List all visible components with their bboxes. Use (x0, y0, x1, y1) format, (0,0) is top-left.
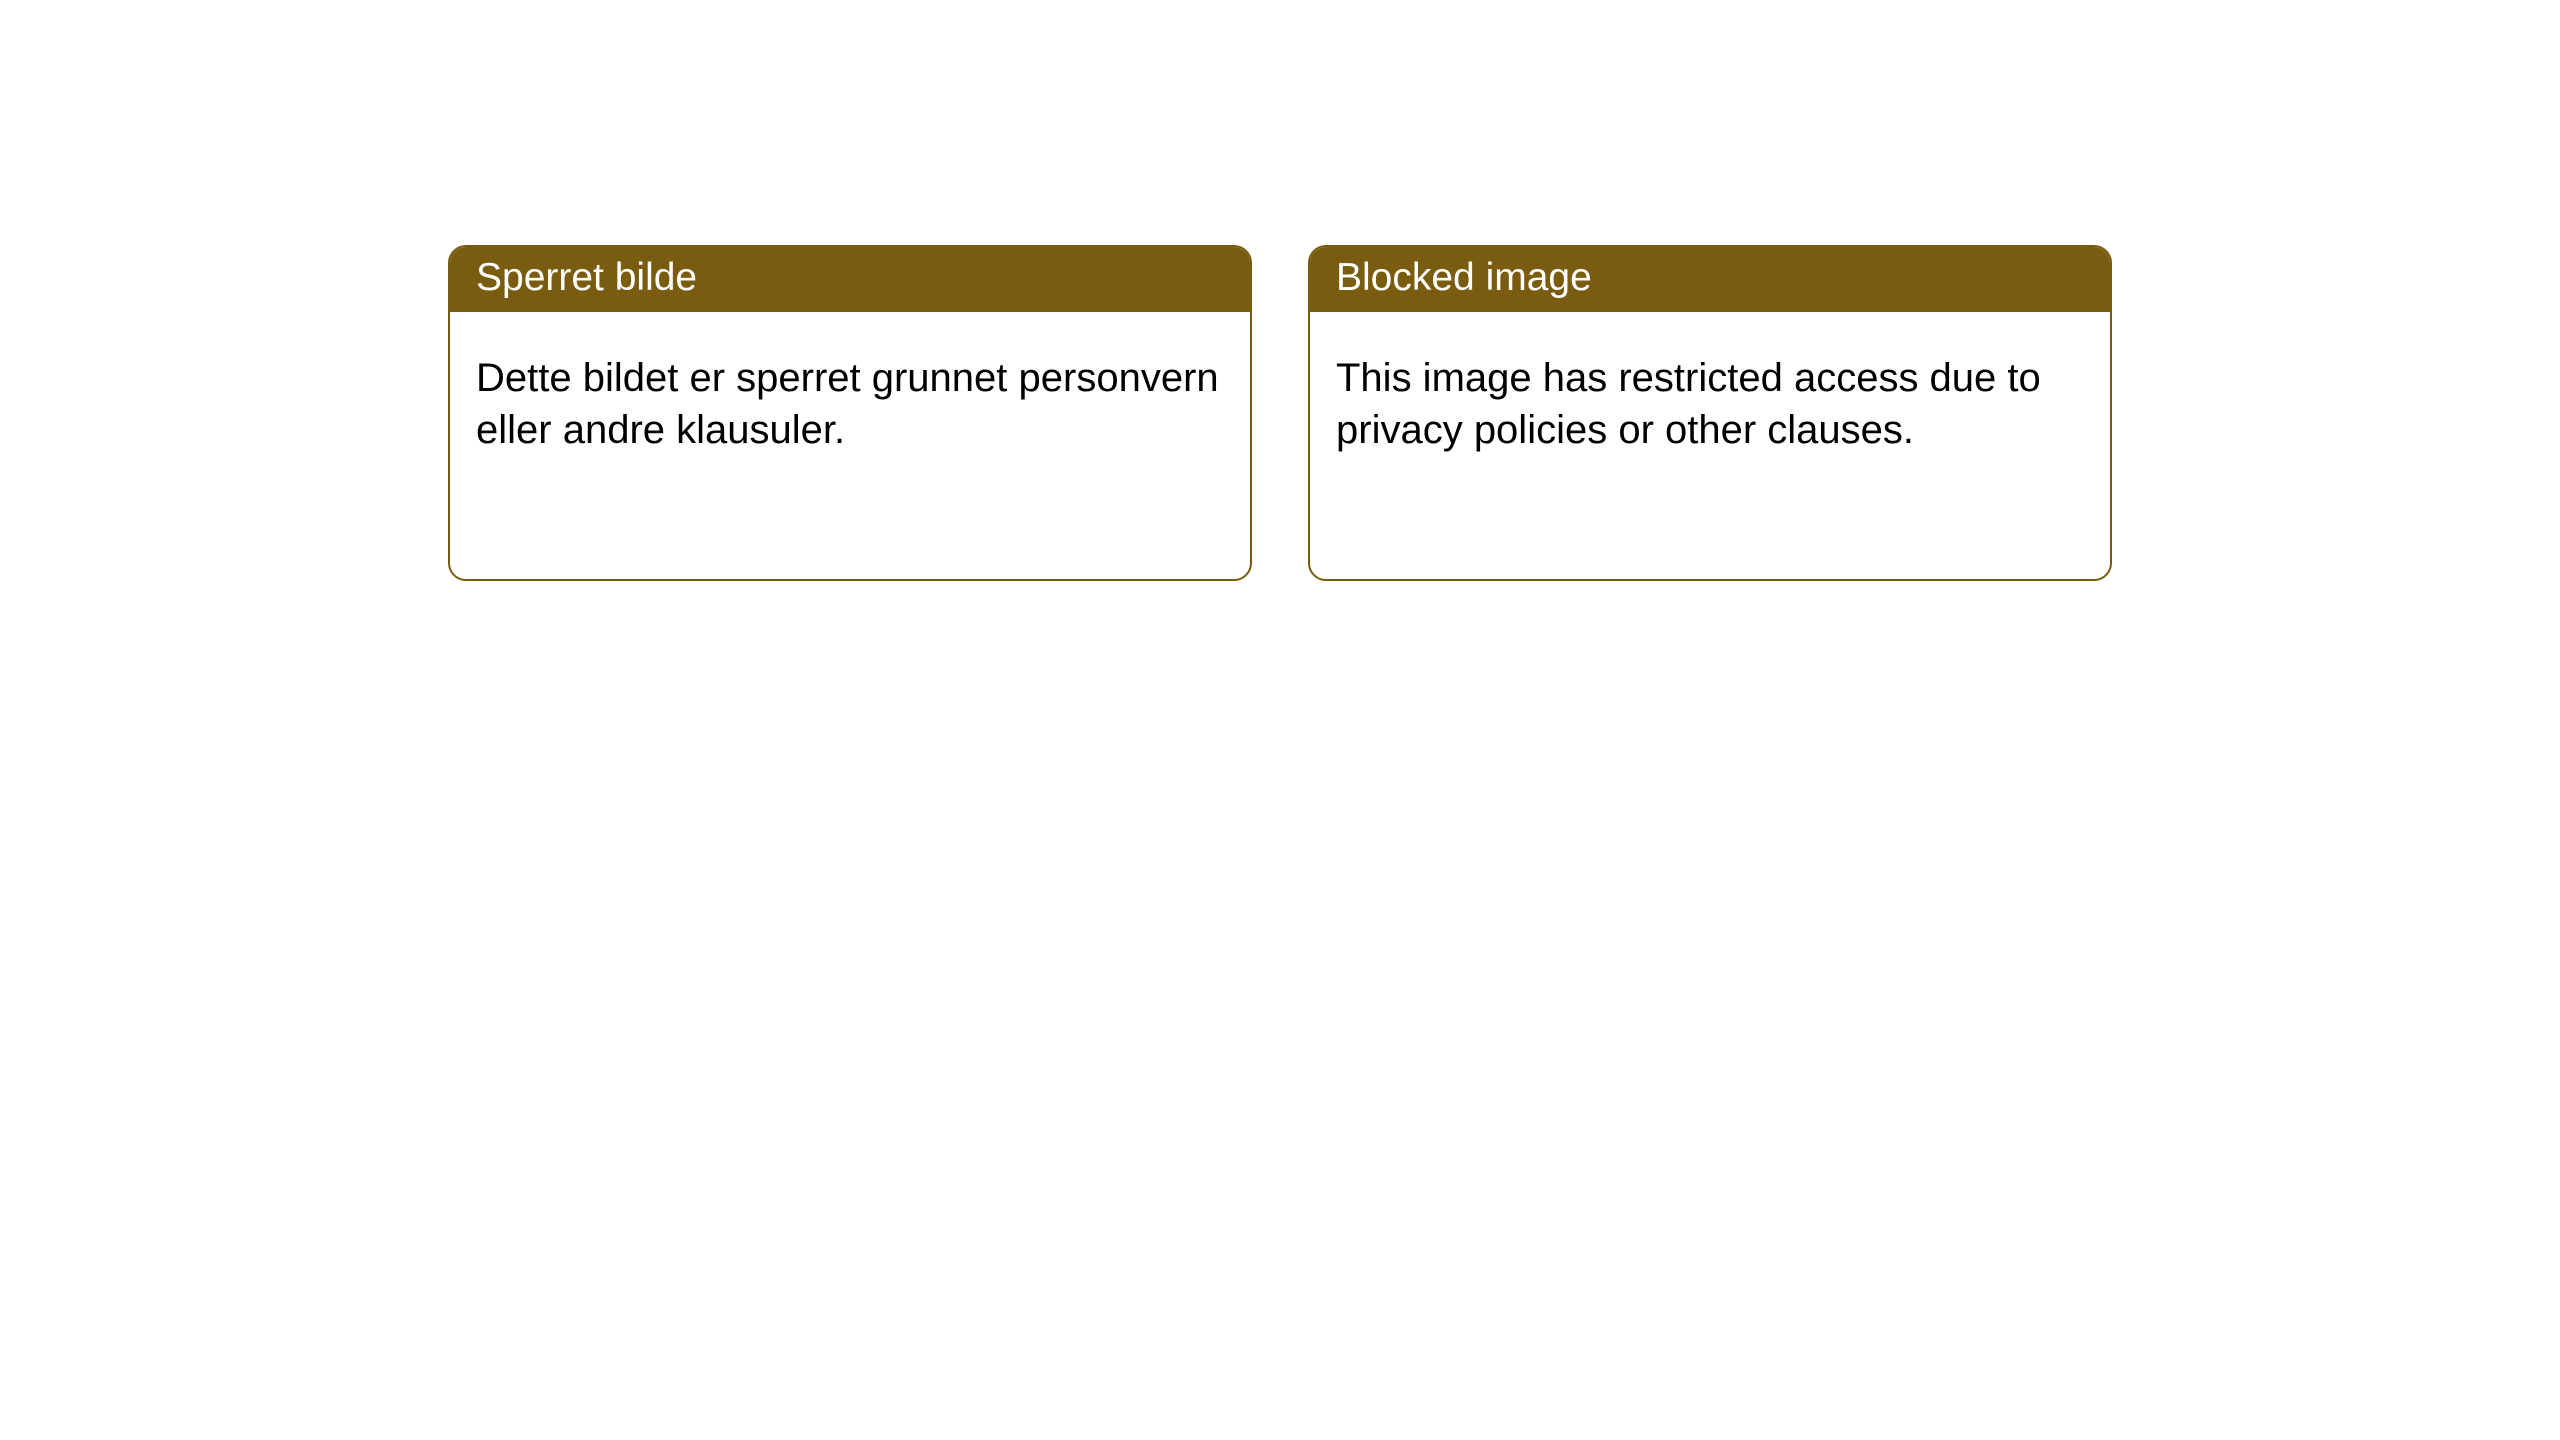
notice-body-no: Dette bildet er sperret grunnet personve… (450, 312, 1250, 482)
notice-box-en: Blocked image This image has restricted … (1308, 245, 2112, 581)
notice-header-no: Sperret bilde (450, 247, 1250, 312)
notice-body-en: This image has restricted access due to … (1310, 312, 2110, 482)
notice-header-en: Blocked image (1310, 247, 2110, 312)
notice-container: Sperret bilde Dette bildet er sperret gr… (0, 0, 2560, 581)
notice-box-no: Sperret bilde Dette bildet er sperret gr… (448, 245, 1252, 581)
